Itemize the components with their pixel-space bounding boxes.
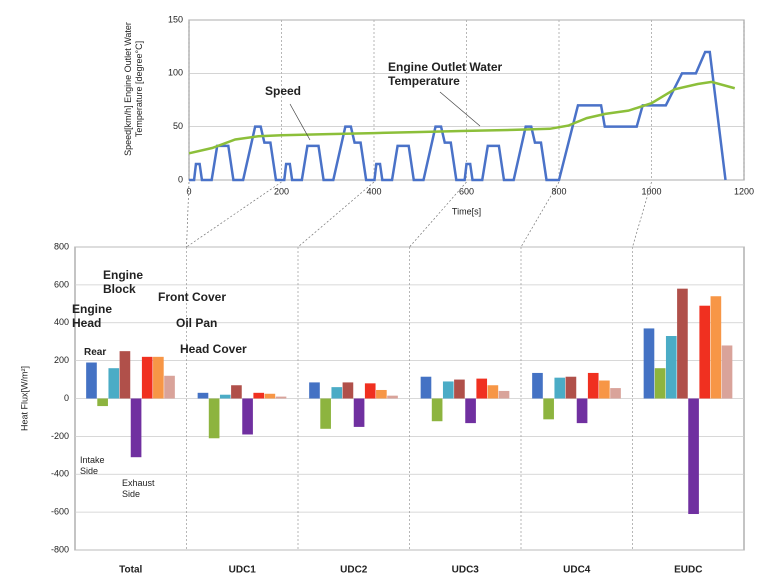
- bar: [164, 375, 175, 399]
- bar: [721, 345, 733, 399]
- x-tick-label: Total: [119, 565, 142, 576]
- bar: [665, 336, 677, 399]
- connector: [186, 181, 190, 248]
- bar: [431, 398, 443, 422]
- connector: [186, 181, 282, 248]
- annotation: Rear: [84, 347, 107, 358]
- bar: [353, 398, 365, 427]
- bar: [699, 305, 711, 399]
- bar: [108, 368, 120, 399]
- bar: [688, 398, 699, 515]
- x-tick-label: UDC4: [563, 565, 591, 576]
- connector: [409, 181, 467, 248]
- bar: [587, 372, 599, 399]
- line-series: [188, 80, 736, 155]
- bar: [376, 389, 387, 399]
- leader: [289, 103, 311, 141]
- x-tick-label: 1200: [734, 186, 754, 196]
- bar: [487, 385, 499, 399]
- bar: [86, 362, 97, 399]
- bar: [153, 356, 164, 399]
- bar: [454, 379, 465, 399]
- bar: [498, 390, 510, 399]
- bar: [130, 398, 142, 458]
- bar: [576, 398, 588, 424]
- x-tick-label: 200: [274, 186, 289, 196]
- connector: [632, 181, 652, 248]
- bar: [543, 398, 554, 420]
- bar: [253, 392, 265, 399]
- y-tick-label: 400: [54, 317, 69, 327]
- annotation: Head Cover: [180, 342, 247, 356]
- bar: [532, 372, 543, 399]
- bar: [275, 396, 287, 399]
- x-axis-label: Time[s]: [452, 206, 481, 216]
- bar: [677, 288, 688, 399]
- bar: [565, 376, 577, 399]
- bar: [119, 351, 131, 399]
- bar: [364, 383, 376, 399]
- bar: [387, 395, 398, 399]
- y-tick-label: -600: [51, 507, 69, 517]
- y-tick-label: 600: [54, 279, 69, 289]
- connector: [520, 181, 560, 248]
- bar: [643, 328, 655, 399]
- bar: [331, 387, 343, 399]
- annotation: Front Cover: [158, 290, 227, 304]
- series-annotation: Speed: [265, 84, 302, 98]
- bar: [231, 385, 242, 399]
- x-tick-label: UDC1: [229, 565, 257, 576]
- x-tick-label: 1000: [641, 186, 661, 196]
- x-tick-label: 400: [366, 186, 381, 196]
- bar: [420, 376, 432, 399]
- y-tick-label: -400: [51, 469, 69, 479]
- bar: [320, 398, 331, 429]
- leader: [439, 91, 481, 127]
- annotation: Engine Block: [103, 268, 144, 296]
- y-tick-label: 0: [64, 393, 69, 403]
- bar: [599, 380, 610, 399]
- bar: [197, 392, 209, 399]
- y-axis-label: Heat Flux[W/m²]: [19, 365, 30, 431]
- bar: [342, 382, 354, 399]
- series-annotation: Engine Outlet Water Temperature: [388, 60, 503, 88]
- bar: [442, 381, 454, 399]
- bar: [554, 377, 566, 399]
- bar: [476, 378, 488, 399]
- x-tick-label: 0: [186, 186, 191, 196]
- y-tick-label: 100: [168, 68, 183, 78]
- bar: [219, 394, 231, 399]
- y-tick-label: 0: [178, 174, 183, 184]
- bar: [264, 393, 276, 399]
- x-tick-label: 800: [551, 186, 566, 196]
- annotation: Exhaust Side: [122, 478, 155, 499]
- y-tick-label: -800: [51, 544, 69, 554]
- bar: [97, 398, 108, 407]
- y-tick-label: 800: [54, 241, 69, 251]
- y-axis-label: Speed[km/h] Engine Outlet Water Temperat…: [123, 22, 144, 156]
- y-tick-label: 150: [168, 14, 183, 24]
- bar: [208, 398, 220, 439]
- bar: [710, 296, 722, 399]
- line-series: [189, 50, 727, 182]
- bar: [610, 388, 621, 399]
- y-tick-label: -200: [51, 431, 69, 441]
- y-tick-label: 50: [173, 121, 183, 131]
- x-tick-label: 600: [459, 186, 474, 196]
- y-tick-label: 200: [54, 355, 69, 365]
- annotation: Oil Pan: [176, 316, 218, 330]
- bar: [654, 368, 666, 399]
- annotation: Engine Head: [72, 302, 113, 330]
- bar: [141, 356, 153, 399]
- x-tick-label: EUDC: [674, 565, 702, 576]
- annotation: Intake Side: [80, 455, 105, 476]
- x-tick-label: UDC2: [340, 565, 368, 576]
- connector: [297, 181, 375, 248]
- bar: [309, 382, 320, 399]
- x-tick-label: UDC3: [452, 565, 480, 576]
- bar: [242, 398, 253, 435]
- bar: [465, 398, 476, 424]
